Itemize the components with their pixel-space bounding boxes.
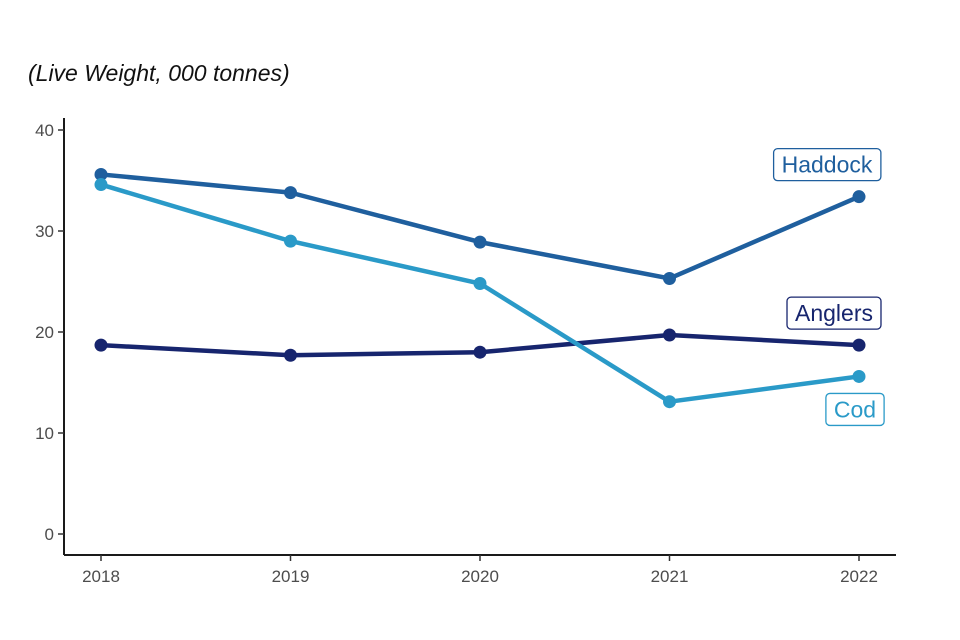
- y-tick-label: 30: [35, 222, 54, 241]
- y-tick-label: 40: [35, 121, 54, 140]
- data-point-anglers: [94, 338, 108, 352]
- x-tick-label: 2020: [461, 567, 499, 586]
- x-tick-label: 2018: [82, 567, 120, 586]
- data-point-haddock: [94, 167, 108, 181]
- x-tick-label: 2019: [272, 567, 310, 586]
- data-point-anglers: [473, 345, 487, 359]
- series-line-cod: [98, 182, 862, 404]
- data-point-haddock: [663, 271, 676, 285]
- axes: 0 10 20 30 40 2018 2019 2020 2021 2022: [35, 118, 896, 586]
- series-label-box: [772, 148, 882, 182]
- chart-subtitle: (Live Weight, 000 tonnes): [28, 60, 290, 86]
- x-tick-label: 2021: [651, 567, 689, 586]
- y-tick-label: 0: [45, 525, 54, 544]
- data-point-haddock: [473, 235, 487, 249]
- series-label-haddock: Haddock: [772, 148, 882, 182]
- y-tick-label: 20: [35, 323, 54, 342]
- data-point-cod: [94, 178, 108, 192]
- series-labels: Haddock Cod Anglers: [772, 148, 885, 427]
- series-label-cod: Cod: [825, 392, 885, 427]
- series-label-anglers: Anglers: [786, 296, 882, 330]
- data-point-anglers: [284, 348, 297, 362]
- data-point-cod: [284, 234, 297, 248]
- series-label-box: [786, 296, 882, 330]
- data-point-cod: [663, 395, 676, 409]
- data-point-cod: [473, 277, 487, 291]
- series-layer: [94, 167, 866, 409]
- x-tick-label: 2022: [840, 567, 878, 586]
- series-label-text: Haddock: [782, 152, 873, 178]
- series-line-haddock: [98, 172, 862, 281]
- data-point-haddock: [284, 186, 297, 200]
- series-label-text: Cod: [834, 396, 876, 422]
- y-tick-label: 10: [35, 424, 54, 443]
- data-point-cod: [852, 369, 866, 383]
- series-label-text: Anglers: [795, 300, 873, 326]
- data-point-haddock: [852, 190, 866, 204]
- data-point-anglers: [663, 328, 676, 342]
- series-label-box: [825, 392, 885, 427]
- data-point-anglers: [852, 338, 866, 352]
